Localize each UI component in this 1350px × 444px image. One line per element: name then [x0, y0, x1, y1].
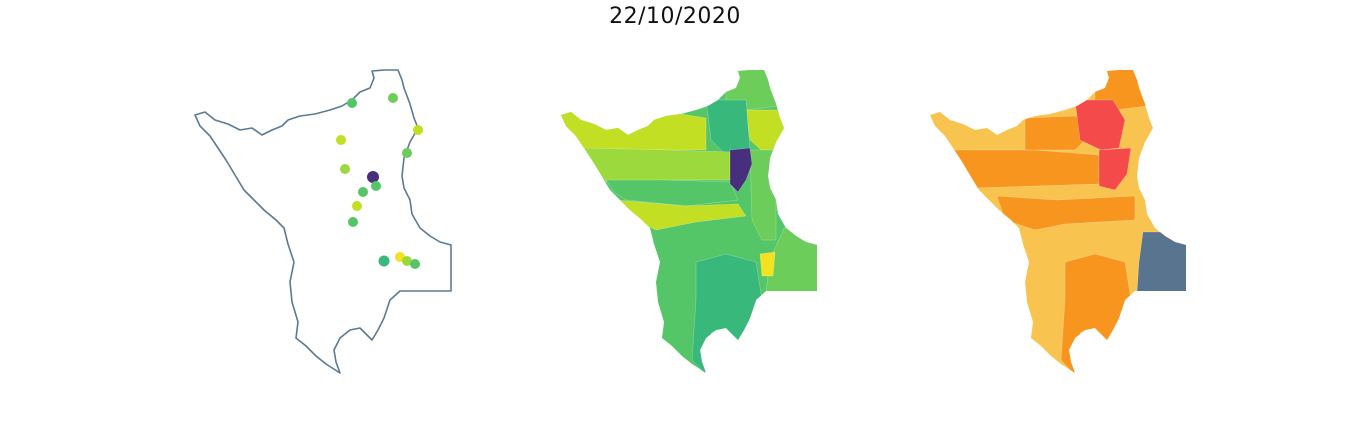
station-point [347, 98, 357, 108]
station-point [371, 181, 381, 191]
page-title: 22/10/2020 [609, 4, 741, 29]
risk-category-basin-map [930, 70, 1186, 373]
basin-south-deep [691, 253, 763, 373]
station-point [402, 256, 412, 266]
station-point [348, 217, 358, 227]
continuous-basin-map [561, 70, 817, 373]
station-point [413, 125, 423, 135]
basin-dark [729, 147, 753, 193]
risk-red-north [1074, 99, 1126, 151]
basin-yellow-spot [759, 251, 776, 277]
station-point [388, 93, 398, 103]
region-boundary [194, 69, 452, 374]
station-points-map [194, 69, 452, 374]
station-point [410, 259, 420, 269]
basin-west-central [583, 147, 731, 183]
basin-central-band [605, 179, 739, 207]
risk-south-deep [1060, 253, 1132, 373]
station-point [352, 201, 362, 211]
risk-red-center [1098, 147, 1132, 191]
risk-west-band [949, 149, 1100, 189]
station-point [358, 187, 368, 197]
station-point [340, 164, 350, 174]
station-point [378, 255, 390, 267]
station-point [367, 171, 379, 183]
station-point [402, 148, 412, 158]
risk-southeast-slate [1136, 231, 1186, 293]
station-point [336, 135, 346, 145]
station-points-layer [336, 93, 423, 269]
